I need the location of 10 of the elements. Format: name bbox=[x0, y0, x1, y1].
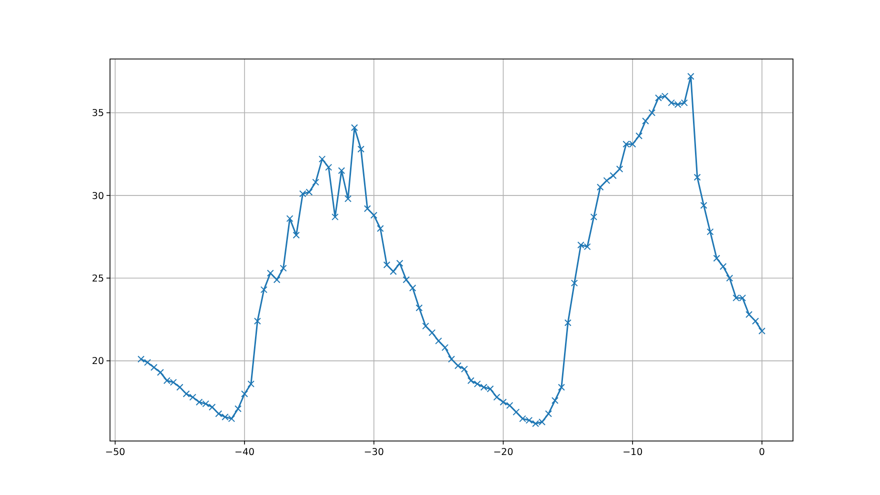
y-tick-label: 30 bbox=[92, 190, 104, 202]
x-tick-label: −50 bbox=[105, 447, 126, 458]
y-tick-label: 25 bbox=[92, 273, 104, 284]
x-tick-label: −10 bbox=[622, 447, 643, 458]
y-tick-label: 20 bbox=[92, 356, 104, 368]
x-tick-label: −20 bbox=[493, 447, 514, 458]
x-tick-label: 0 bbox=[758, 447, 765, 458]
x-tick-label: −40 bbox=[234, 447, 255, 458]
y-tick-label: 35 bbox=[92, 108, 104, 120]
x-tick-label: −30 bbox=[364, 447, 384, 458]
